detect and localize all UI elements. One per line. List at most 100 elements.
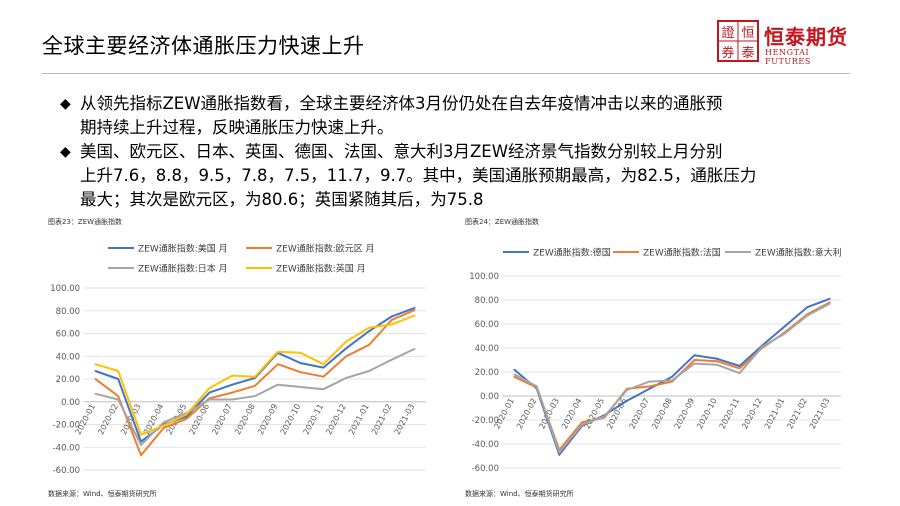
data-point [140, 454, 142, 457]
data-point [254, 375, 256, 378]
data-point [828, 302, 831, 305]
data-point [185, 415, 188, 418]
line-chart-left: 图表23：ZEW通胀指数 100.00 80.00 60.00 40.00 20.00 0.… [48, 217, 426, 498]
data-point [94, 378, 97, 380]
data-point [117, 378, 120, 380]
logo-seal-icon: 證 恒 券 泰 [717, 20, 759, 62]
y-tick-label: 0.00 [61, 398, 80, 408]
data-point [513, 368, 516, 371]
legend-label: ZEW通胀指数:法国 [643, 247, 721, 259]
data-point [231, 398, 234, 401]
source-note: 数据来源：Wind、恒泰期货研究所 [48, 489, 157, 498]
company-logo: 證 恒 券 泰 恒泰期货 HENGTAI FUTURES [717, 20, 857, 66]
data-point [580, 423, 583, 426]
data-point [322, 366, 325, 369]
data-point [231, 383, 234, 386]
x-tick-label: 2020-10 [279, 402, 303, 436]
data-point [671, 375, 673, 378]
data-point [671, 379, 673, 382]
y-tick-label: 40.00 [475, 344, 499, 354]
data-point [828, 297, 831, 300]
data-point [390, 323, 393, 326]
data-point [513, 375, 516, 378]
data-point [390, 358, 393, 361]
data-point [94, 363, 97, 366]
bullet-item: ◆ 从领先指标ZEW通胀指数看，全球主要经济体3月份仍处在自去年疫情冲击以来的通… [60, 92, 850, 140]
x-tick-label: 2020-12 [324, 402, 348, 436]
data-point [231, 391, 234, 394]
bullet-line: 期持续上升过程，反映通胀压力快速上升。 [80, 118, 394, 137]
data-point [716, 360, 718, 363]
bullet-line: 上升7.6，8.8，9.5，7.8，7.5，11.7，9.7。其中，美国通胀预期… [80, 166, 757, 185]
data-point [117, 398, 120, 401]
data-point [368, 330, 370, 333]
bullet-line: 从领先指标ZEW通胀指数看，全球主要经济体3月份仍处在自去年疫情冲击以来的通胀预 [80, 94, 723, 113]
data-point [806, 314, 809, 317]
y-tick-label: -20.00 [53, 421, 80, 431]
data-point [783, 332, 786, 335]
data-point [368, 326, 370, 329]
y-tick-label: -60.00 [472, 464, 499, 474]
y-tick-label: 20.00 [475, 368, 499, 378]
data-point [208, 387, 211, 389]
data-point [783, 325, 786, 328]
legend-label: ZEW通胀指数:日本 月 [138, 263, 228, 275]
line-chart-right: 图表24：ZEW通胀指数 100.00 80.00 60.00 40.00 20.00 0.… [465, 217, 842, 498]
x-tick-label: 2020-07 [210, 402, 234, 436]
y-tick-label: -60.00 [53, 466, 80, 476]
data-point [738, 365, 741, 367]
y-tick-label: 100.00 [469, 272, 499, 282]
bullet-list: ◆ 从领先指标ZEW通胀指数看，全球主要经济体3月份仍处在自去年疫情冲击以来的通… [60, 92, 850, 212]
figure-label: 图表24：ZEW通胀指数 [465, 217, 539, 226]
chart-zew-de-fr-it: 图表24：ZEW通胀指数 100.00 80.00 60.00 40.00 20.00 0.… [463, 212, 858, 502]
header-divider [42, 73, 850, 74]
data-point [322, 375, 325, 378]
x-tick-label: 2021-03 [808, 397, 832, 431]
source-note: 数据来源：Wind、恒泰期货研究所 [465, 489, 574, 498]
x-tick-label: 2021-03 [393, 402, 417, 436]
svg-text:券: 券 [721, 45, 734, 61]
data-point [231, 374, 234, 377]
y-tick-label: 60.00 [56, 330, 80, 340]
data-point [299, 386, 302, 388]
svg-text:恒: 恒 [741, 26, 754, 41]
legend-label: ZEW通胀指数:美国 月 [138, 243, 228, 255]
logo-chinese-name: 恒泰期货 [764, 25, 848, 49]
data-point [716, 363, 718, 366]
data-point [648, 385, 651, 388]
bullet-item: ◆ 美国、欧元区、日本、英国、德国、法国、意大利3月ZEW经济景气指数分别较上月… [60, 140, 850, 212]
legend-label: ZEW通胀指数:意大利 [755, 247, 842, 259]
data-point [648, 380, 651, 383]
data-point [413, 314, 416, 317]
x-tick-label: 2020-11 [718, 397, 742, 431]
data-point [368, 370, 370, 372]
series-line [513, 302, 831, 454]
data-point [368, 343, 370, 346]
data-point [322, 388, 325, 391]
data-point [761, 345, 764, 348]
x-tick-label: 2020-12 [740, 397, 764, 431]
data-point [94, 392, 97, 395]
bullet-line: 最大；其次是欧元区，为80.6；英国紧随其后，为75.8 [80, 190, 484, 209]
x-tick-label: 2020-02 [515, 397, 539, 431]
legend-label: ZEW通胀指数:德国 [533, 247, 611, 259]
data-point [345, 355, 348, 358]
data-point [185, 413, 188, 416]
x-tick-label: 2020-08 [650, 397, 674, 431]
y-tick-label: 60.00 [475, 320, 499, 330]
x-tick-label: 2020-05 [583, 397, 607, 431]
data-point [626, 389, 628, 391]
logo-english-name: HENGTAI FUTURES [765, 48, 811, 66]
data-point [693, 362, 696, 365]
x-tick-label: 2020-07 [628, 397, 652, 431]
legend-label: ZEW通胀指数:英国 月 [276, 263, 366, 275]
y-tick-label: 100.00 [50, 284, 80, 294]
data-point [185, 417, 188, 420]
x-tick-label: 2021-02 [785, 397, 809, 431]
slide-title: 全球主要经济体通胀压力快速上升 [42, 34, 365, 58]
data-point [648, 387, 651, 390]
data-point [276, 363, 279, 366]
data-point [345, 376, 348, 379]
data-point [276, 350, 279, 353]
data-point [162, 421, 165, 424]
